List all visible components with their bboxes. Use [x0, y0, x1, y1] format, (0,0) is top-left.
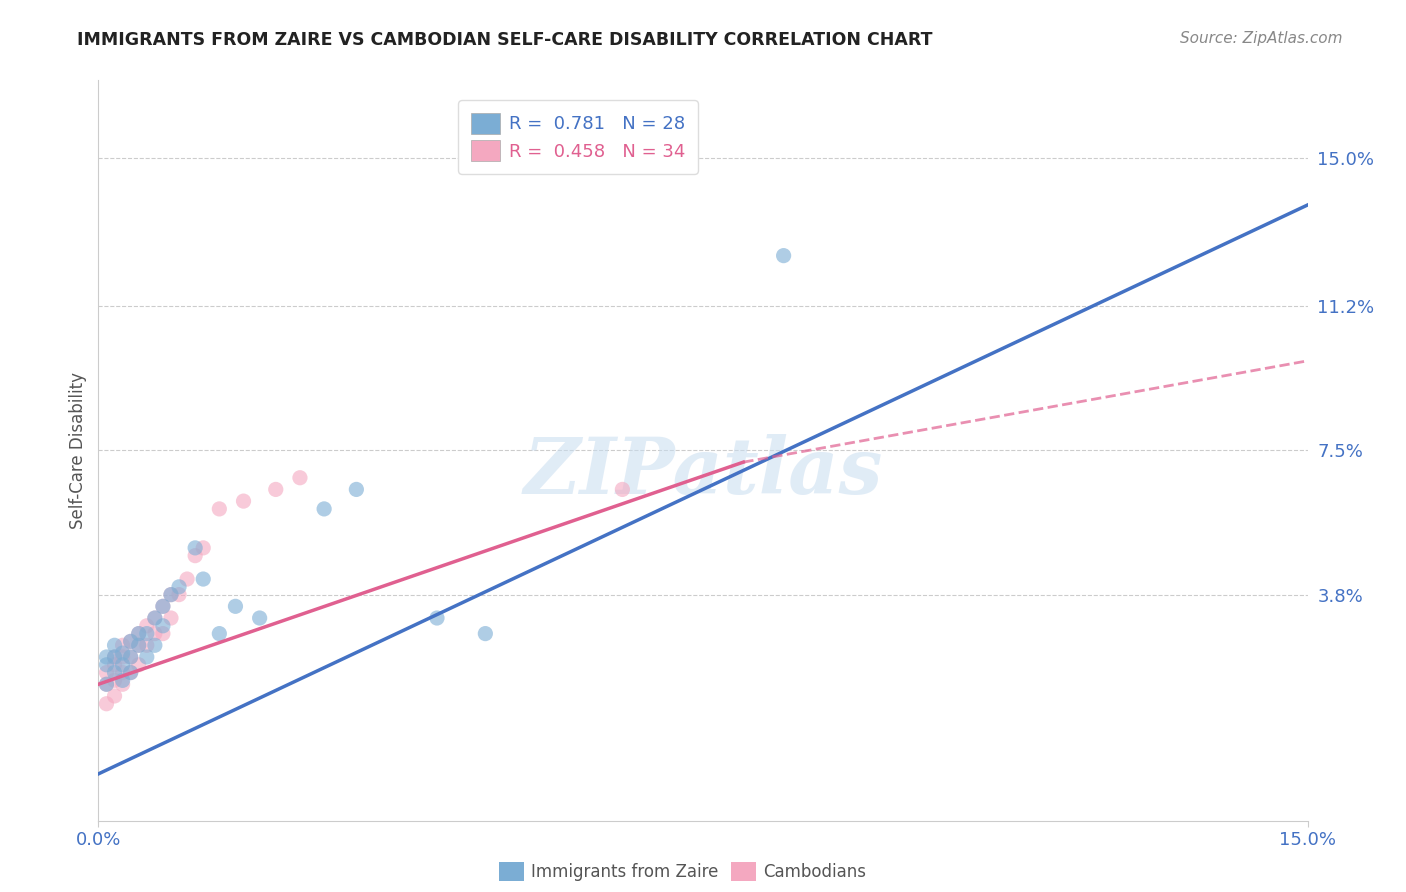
Point	[135, 626, 157, 640]
Point	[135, 650, 157, 665]
Point	[160, 611, 183, 625]
Point	[103, 665, 125, 680]
Text: Source: ZipAtlas.com: Source: ZipAtlas.com	[1180, 31, 1343, 46]
Text: Immigrants from Zaire: Immigrants from Zaire	[531, 863, 718, 881]
Point	[232, 494, 254, 508]
Point	[120, 650, 142, 665]
Point	[208, 502, 231, 516]
Point	[135, 619, 157, 633]
Point	[96, 657, 118, 672]
Point	[103, 650, 125, 665]
Point	[143, 611, 166, 625]
Point	[193, 541, 215, 555]
Point	[160, 588, 183, 602]
Point	[111, 650, 134, 665]
Point	[152, 619, 174, 633]
Point	[128, 626, 150, 640]
Legend: R =  0.781   N = 28, R =  0.458   N = 34: R = 0.781 N = 28, R = 0.458 N = 34	[458, 101, 697, 174]
Text: Cambodians: Cambodians	[763, 863, 866, 881]
Text: ZIPatlas: ZIPatlas	[523, 434, 883, 511]
Point	[772, 249, 794, 263]
Point	[103, 689, 125, 703]
Y-axis label: Self-Care Disability: Self-Care Disability	[69, 372, 87, 529]
Point	[160, 588, 183, 602]
Point	[96, 650, 118, 665]
Point	[344, 483, 367, 497]
Point	[152, 599, 174, 614]
Point	[128, 638, 150, 652]
Point	[143, 611, 166, 625]
Point	[176, 572, 198, 586]
Point	[103, 673, 125, 688]
Point	[152, 626, 174, 640]
Point	[143, 626, 166, 640]
Point	[426, 611, 449, 625]
Point	[96, 665, 118, 680]
Point	[96, 677, 118, 691]
Point	[96, 697, 118, 711]
Point	[208, 626, 231, 640]
Point	[128, 638, 150, 652]
Point	[120, 634, 142, 648]
Point	[135, 638, 157, 652]
Point	[143, 638, 166, 652]
Point	[612, 483, 634, 497]
Point	[111, 673, 134, 688]
Point	[120, 665, 142, 680]
Point	[120, 665, 142, 680]
Point	[167, 580, 190, 594]
Point	[314, 502, 336, 516]
Point	[184, 541, 207, 555]
Point	[184, 549, 207, 563]
Point	[474, 626, 496, 640]
Point	[288, 471, 311, 485]
Point	[120, 650, 142, 665]
Point	[111, 677, 134, 691]
Point	[249, 611, 271, 625]
Point	[111, 665, 134, 680]
Point	[111, 646, 134, 660]
Point	[111, 638, 134, 652]
Point	[128, 626, 150, 640]
Point	[120, 634, 142, 648]
Point	[111, 657, 134, 672]
Point	[96, 677, 118, 691]
Point	[167, 588, 190, 602]
Point	[224, 599, 246, 614]
Point	[103, 650, 125, 665]
Point	[103, 638, 125, 652]
Point	[193, 572, 215, 586]
Point	[152, 599, 174, 614]
Text: IMMIGRANTS FROM ZAIRE VS CAMBODIAN SELF-CARE DISABILITY CORRELATION CHART: IMMIGRANTS FROM ZAIRE VS CAMBODIAN SELF-…	[77, 31, 932, 49]
Point	[128, 657, 150, 672]
Point	[264, 483, 287, 497]
Point	[103, 657, 125, 672]
